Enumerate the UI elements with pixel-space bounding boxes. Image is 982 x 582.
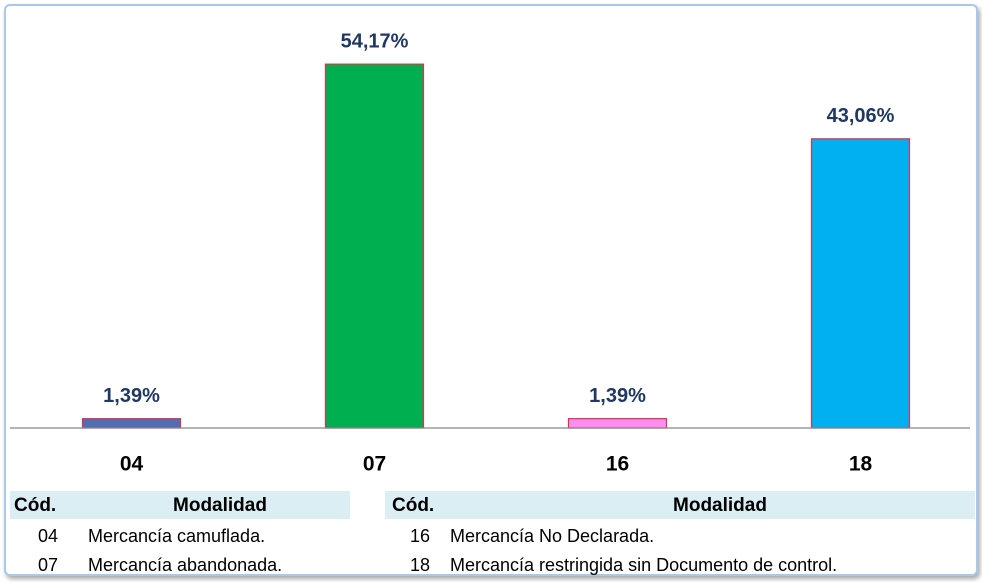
table-header [10, 491, 350, 519]
value-label: 54,17% [341, 30, 409, 52]
table-code: 18 [410, 555, 430, 575]
bar [810, 138, 911, 429]
bar [324, 63, 425, 429]
table-column-header: Modalidad [173, 495, 267, 516]
table-description: Mercancía abandonada. [88, 555, 282, 575]
table-header [385, 491, 975, 519]
value-label: 43,06% [827, 105, 895, 127]
table-description: Mercancía No Declarada. [450, 526, 654, 546]
table-column-header: Cód. [392, 495, 434, 516]
x-tick-label: 04 [120, 453, 144, 476]
value-label: 1,39% [589, 385, 646, 407]
table-column-header: Modalidad [673, 495, 767, 516]
table-description: Mercancía restringida sin Documento de c… [450, 555, 837, 575]
table-code: 07 [38, 555, 58, 575]
x-tick-label: 16 [606, 453, 629, 476]
bar [81, 418, 182, 429]
table-code: 04 [38, 526, 58, 546]
table-code: 16 [410, 526, 430, 546]
table-column-header: Cód. [14, 495, 56, 516]
table-description: Mercancía camuflada. [88, 526, 265, 546]
value-label: 1,39% [103, 385, 160, 407]
bar [567, 418, 668, 429]
x-tick-label: 07 [363, 453, 386, 476]
x-tick-label: 18 [849, 453, 873, 476]
